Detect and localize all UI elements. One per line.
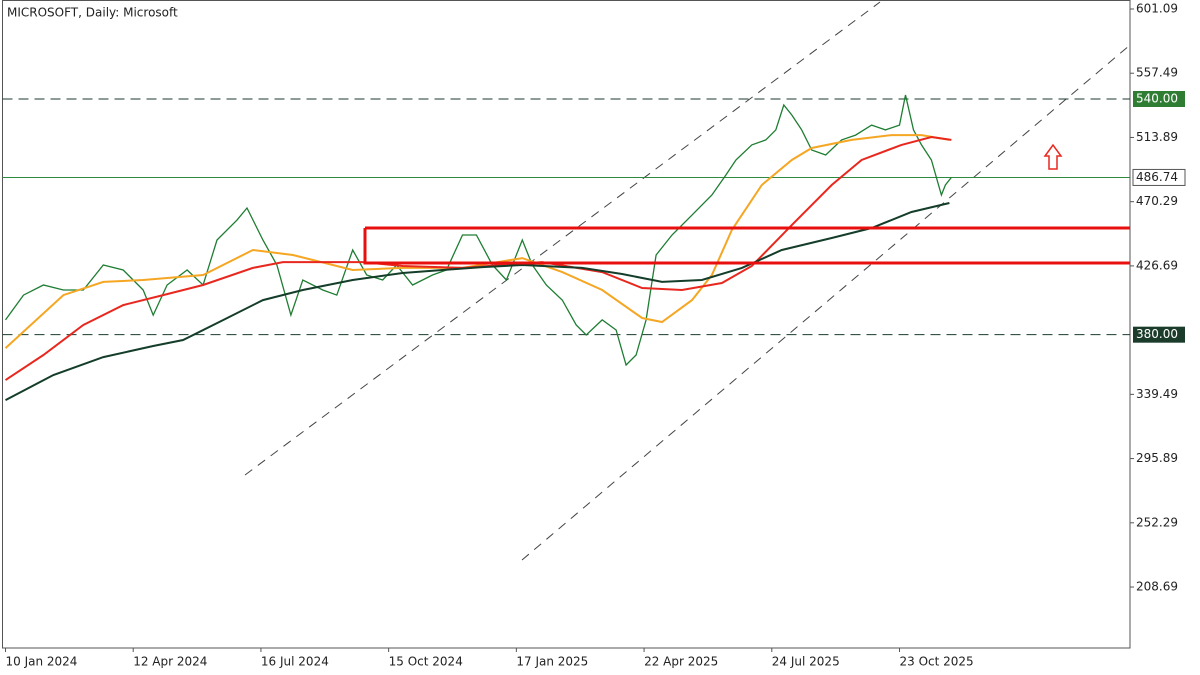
x-tick-label: 12 Apr 2024 [133,655,207,669]
channel-upper [244,1,881,476]
plot-area [2,94,1130,401]
level-box [1132,168,1186,186]
level-box [1133,326,1185,343]
y-tick-label: 513.89 [1136,130,1178,144]
channel-lower [521,44,1131,561]
series-line [4,134,950,349]
x-tick-label: 16 Jul 2024 [261,655,329,669]
channel-lines [244,1,1131,561]
level-label: 380.00 [1136,327,1178,341]
x-tick-label: 10 Jan 2024 [5,655,77,669]
x-tick-label: 24 Jul 2025 [772,655,840,669]
plot-frame [2,0,1131,649]
level-box [1133,90,1185,107]
x-tick-label: 23 Oct 2025 [900,655,974,669]
level-label: 540.00 [1136,91,1178,105]
y-tick-label: 208.69 [1136,580,1178,594]
x-tick-label: 22 Apr 2025 [644,655,718,669]
y-tick-label: 557.49 [1136,66,1178,80]
y-tick-label: 339.49 [1136,387,1178,401]
y-tick-label: 470.29 [1136,194,1178,208]
level-label: 486.74 [1136,170,1178,184]
x-tick-label: 17 Jan 2025 [516,655,588,669]
series-line [5,202,950,401]
y-tick-label: 295.89 [1136,451,1178,465]
chart-title: MICROSOFT, Daily: Microsoft [7,6,178,20]
up-arrow [1043,143,1063,170]
x-tick-label: 15 Oct 2024 [389,655,463,669]
zone-rect [363,226,1130,265]
series-line [4,135,952,381]
y-tick-label: 601.09 [1136,2,1178,16]
series-line [4,94,952,367]
y-tick-label: 252.29 [1136,515,1178,529]
y-tick-label: 426.69 [1136,258,1178,272]
